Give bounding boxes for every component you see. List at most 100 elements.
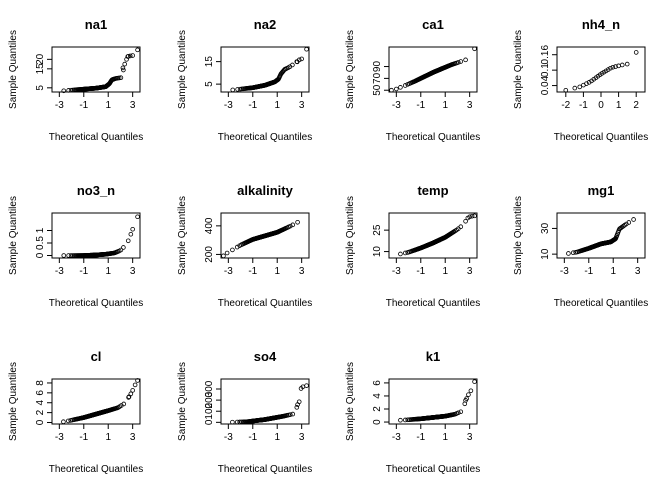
data-point	[61, 253, 67, 258]
data-point	[577, 84, 583, 90]
x-tick-label: -2	[561, 100, 570, 111]
data-point	[402, 417, 408, 423]
data-point	[118, 247, 124, 253]
data-point	[122, 61, 128, 67]
y-tick-label: 5	[35, 85, 46, 91]
x-tick-label: 3	[299, 100, 305, 111]
data-point	[65, 418, 71, 424]
data-point	[121, 401, 127, 407]
data-point	[68, 418, 73, 423]
data-point	[130, 388, 135, 393]
x-tick-label: -3	[392, 432, 401, 443]
x-tick-label: 1	[616, 100, 622, 111]
x-tick-label: 3	[299, 432, 305, 443]
data-point	[120, 65, 126, 71]
data-point	[299, 56, 304, 62]
y-tick-label: 0	[35, 252, 46, 258]
data-point	[128, 231, 134, 237]
data-point	[135, 47, 140, 53]
x-axis-label: Theoretical Quantiles	[554, 132, 649, 143]
data-point	[121, 67, 126, 73]
data-point	[572, 85, 578, 91]
data-point	[127, 53, 133, 59]
data-point	[304, 46, 309, 52]
x-axis-label: Theoretical Quantiles	[386, 298, 481, 309]
plot-frame	[388, 378, 478, 425]
y-tick-label: 200	[204, 391, 215, 408]
y-tick-label: 30	[540, 222, 551, 234]
x-axis-label: Theoretical Quantiles	[49, 464, 144, 475]
plot-frame	[388, 212, 478, 259]
x-tick-label: 1	[105, 266, 111, 277]
y-tick-label: 50	[372, 84, 383, 96]
x-axis-label: Theoretical Quantiles	[49, 132, 144, 143]
y-tick-label: 1	[35, 227, 46, 233]
data-point	[295, 219, 300, 225]
data-point	[458, 409, 464, 415]
data-point	[234, 419, 240, 425]
data-point	[610, 64, 616, 70]
y-axis-label: Sample Quantiles	[345, 30, 356, 109]
y-axis-label: Sample Quantiles	[345, 196, 356, 275]
data-point	[472, 379, 477, 384]
plot-frame	[556, 212, 646, 259]
data-point	[394, 86, 399, 92]
x-tick-label: -3	[55, 266, 64, 277]
data-point	[287, 412, 293, 417]
x-tick-label: -3	[224, 432, 233, 443]
panel-title: no3_n	[77, 183, 115, 198]
qq-panel-mg1: mg1 -3 -1 1 3 10 30 Theoretical Quantiles Sample…	[513, 183, 648, 309]
x-tick-label: 3	[635, 266, 641, 277]
data-point	[586, 80, 592, 85]
y-tick-label: 4	[35, 400, 46, 406]
y-tick-label: 4	[372, 393, 383, 399]
data-point	[619, 62, 625, 68]
x-tick-label: -1	[79, 100, 88, 111]
data-point	[466, 392, 471, 397]
qq-panel-alkalinity: alkalinity -3 -1 1 3 200 400 Theoretical Quanti…	[177, 183, 312, 309]
data-point	[294, 405, 300, 410]
data-point	[458, 224, 464, 230]
y-tick-label: 8	[35, 380, 46, 386]
data-point	[290, 411, 296, 417]
data-point	[121, 245, 126, 250]
data-point	[613, 64, 618, 69]
plot-frame	[51, 212, 141, 259]
data-point	[125, 54, 131, 59]
data-point	[66, 253, 71, 258]
x-tick-label: 1	[274, 266, 280, 277]
x-tick-label: 1	[105, 100, 111, 111]
data-point	[398, 417, 403, 423]
y-tick-label: 6	[372, 380, 383, 386]
x-tick-label: -1	[248, 432, 257, 443]
x-tick-label: 3	[299, 266, 305, 277]
data-point	[130, 226, 135, 232]
y-tick-label: 200	[204, 246, 215, 263]
x-tick-label: -1	[584, 266, 593, 277]
panel-title: ca1	[422, 17, 444, 32]
data-point	[570, 250, 576, 256]
data-point	[472, 213, 477, 219]
y-tick-label: 0.1	[540, 63, 551, 77]
y-axis-label: Sample Quantiles	[8, 362, 19, 441]
panel-title: temp	[417, 183, 448, 198]
y-tick-label: 90	[372, 61, 383, 73]
x-tick-label: -3	[560, 266, 569, 277]
y-axis-label: Sample Quantiles	[513, 196, 524, 275]
data-point	[61, 88, 67, 94]
data-point	[287, 223, 293, 229]
data-point	[132, 382, 138, 388]
qq-panel-k1: k1 -3 -1 1 3 0 2 4 6 Theoretical Quantiles Sample …	[345, 349, 480, 475]
panel-title: na2	[254, 17, 276, 32]
x-tick-label: -1	[248, 266, 257, 277]
x-axis-label: Theoretical Quantiles	[218, 298, 313, 309]
y-tick-label: 100	[204, 402, 215, 419]
x-tick-label: 3	[130, 266, 136, 277]
data-point	[237, 419, 243, 425]
x-tick-label: 3	[130, 432, 136, 443]
plot-frame	[220, 46, 310, 93]
y-tick-label: 300	[204, 380, 215, 397]
data-point	[125, 238, 131, 244]
